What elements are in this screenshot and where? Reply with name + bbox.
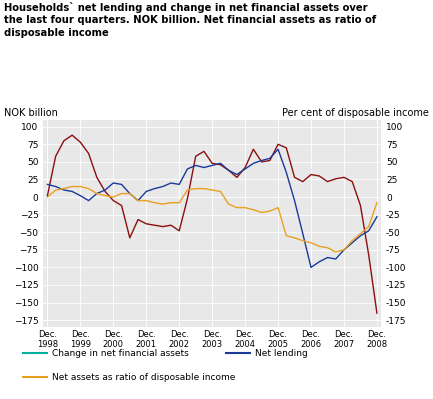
Text: Net assets as ratio of disposable income: Net assets as ratio of disposable income: [52, 373, 235, 381]
Text: Per cent of disposable income: Per cent of disposable income: [282, 108, 429, 118]
Text: Households` net lending and change in net financial assets over
the last four qu: Households` net lending and change in ne…: [4, 2, 377, 38]
Text: Change in net financial assets: Change in net financial assets: [52, 349, 189, 358]
Text: Net lending: Net lending: [255, 349, 308, 358]
Text: NOK billion: NOK billion: [4, 108, 58, 118]
